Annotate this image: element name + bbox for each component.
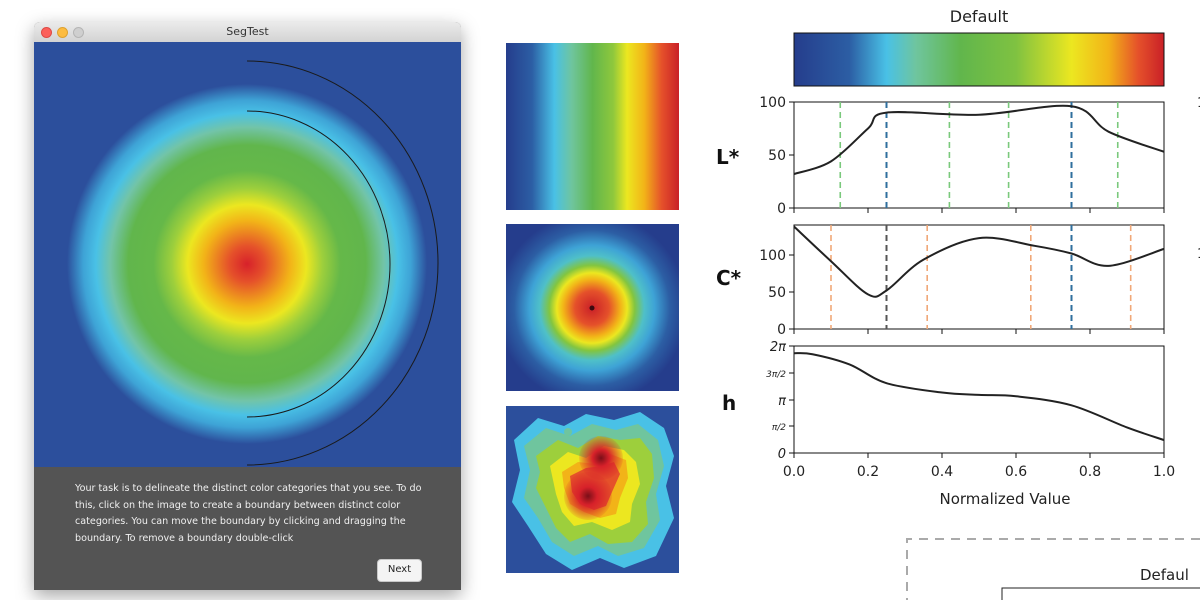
inset-title: Defaul [1140,566,1189,584]
l-panel-frame [793,101,1165,209]
x-tick-marks [793,208,1165,458]
h-panel-frame [793,345,1165,454]
c-tick-label: 100 [759,248,786,264]
instructions-text: Your task is to delineate the distinct c… [75,483,422,544]
close-window-icon[interactable] [41,27,52,38]
x-tick-label: 0.4 [931,464,953,480]
title-bar: SegTest [34,22,461,43]
right-edge-mark: 1 [1197,247,1200,262]
x-tick-label: 1.0 [1153,464,1175,480]
instructions-panel: Your task is to delineate the distinct c… [34,467,461,590]
l-tick-label: 100 [759,95,786,111]
x-tick-label: 0.6 [1005,464,1027,480]
h-series-line [793,352,1165,442]
h-row-label: h [722,391,736,415]
x-tick-labels: 0.0 0.2 0.4 0.6 0.8 1.0 [783,464,1175,480]
radial-gradient-stimulus [66,83,428,445]
l-row-label: L* [716,145,740,169]
c-row-label: C* [716,266,742,290]
inset-colorbar-frame [1001,587,1200,600]
outer-boundary-line[interactable] [246,60,439,466]
l-tick-label: 50 [768,148,786,164]
h-tick-label: 3π/2 [766,370,786,380]
segtest-window: SegTest Your task is to delineate the d [34,22,461,590]
next-button[interactable]: Next [377,559,422,582]
colorbar [793,32,1165,87]
inner-boundary-line[interactable] [246,110,391,418]
colormap-analysis-figure: Default L* C* h 100 50 0 100 50 0 2π 3π/… [716,7,1200,600]
h-tick-label: π/2 [772,423,786,433]
linear-colormap-thumbnail [506,43,679,210]
segmentation-image-canvas[interactable] [34,42,461,467]
l-tick-label: 0 [777,201,786,217]
inset-dashed-border [906,538,1200,600]
h-tick-label: 0 [778,447,786,462]
h-tick-label: π [778,394,786,409]
radial-colormap-thumbnail [506,224,679,391]
l-series-line [793,104,1165,176]
zoom-window-icon[interactable] [73,27,84,38]
c-tick-label: 0 [777,322,786,338]
terrain-colormap-thumbnail [506,406,679,573]
x-tick-label: 0.2 [857,464,879,480]
window-title: SegTest [226,25,269,38]
minimize-window-icon[interactable] [57,27,68,38]
x-axis-label: Normalized Value [939,490,1070,508]
chart-marks [793,102,1165,442]
right-edge-mark: 1 [1197,96,1200,111]
x-tick-label: 0.0 [783,464,805,480]
x-tick-label: 0.8 [1079,464,1101,480]
c-panel-frame [793,224,1165,330]
colorbar-title: Default [950,7,1008,26]
h-tick-label: 2π [770,340,786,355]
c-tick-label: 50 [768,285,786,301]
c-series-line [793,225,1165,298]
